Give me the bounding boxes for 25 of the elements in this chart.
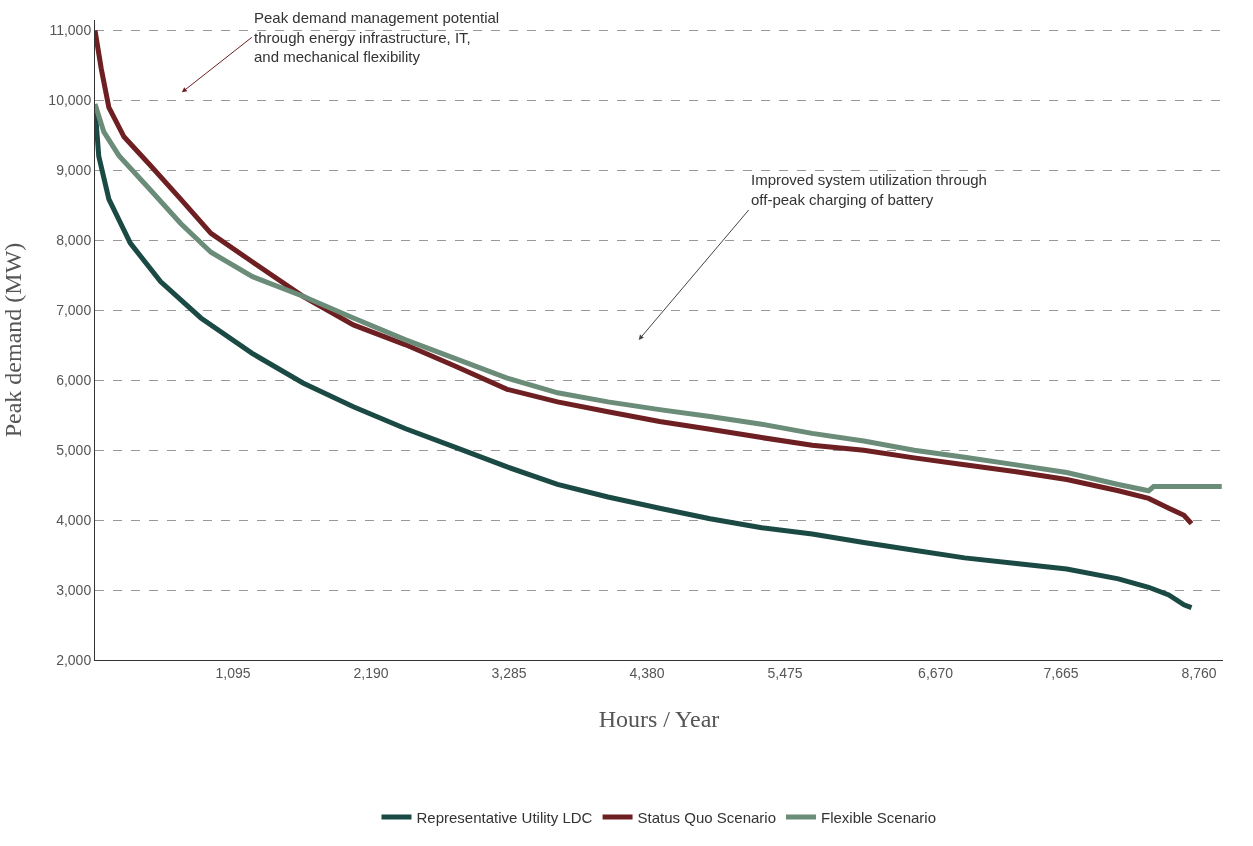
y-tick-label: 5,000 — [56, 442, 92, 459]
y-tick-label: 6,000 — [56, 372, 92, 389]
y-tick-label: 2,000 — [56, 651, 92, 668]
x-tick-label: 6,670 — [918, 664, 954, 681]
legend-label: Flexible Scenario — [820, 808, 937, 826]
legend-label: Status Quo Scenario — [637, 808, 776, 826]
y-tick-label: 11,000 — [49, 22, 92, 39]
y-tick-label: 9,000 — [56, 162, 92, 179]
y-tick-label: 3,000 — [56, 581, 92, 598]
y-tick-label: 7,000 — [56, 302, 92, 319]
x-tick-label: 8,760 — [1181, 664, 1217, 681]
x-tick-label: 2,190 — [353, 664, 389, 681]
y-axis-title: Peak demand (MW) — [0, 242, 26, 438]
x-tick-label: 4,380 — [629, 664, 665, 681]
x-tick-label: 7,665 — [1043, 664, 1079, 681]
x-axis-title: Hours / Year — [598, 706, 720, 733]
x-tick-label: 3,285 — [491, 664, 527, 681]
y-tick-label: 8,000 — [56, 232, 92, 249]
x-tick-label: 1,095 — [215, 664, 251, 681]
legend-label: Representative Utility LDC — [416, 808, 593, 826]
annotation: Improved system utilization through off-peak charging of battery — [751, 171, 987, 208]
y-tick-label: 4,000 — [56, 512, 92, 529]
y-tick-label: 10,000 — [48, 92, 92, 109]
x-tick-label: 5,475 — [767, 664, 803, 681]
annotation: Peak demand management potential through energy infrastructure, IT, and mechanical flexibility — [254, 9, 500, 65]
